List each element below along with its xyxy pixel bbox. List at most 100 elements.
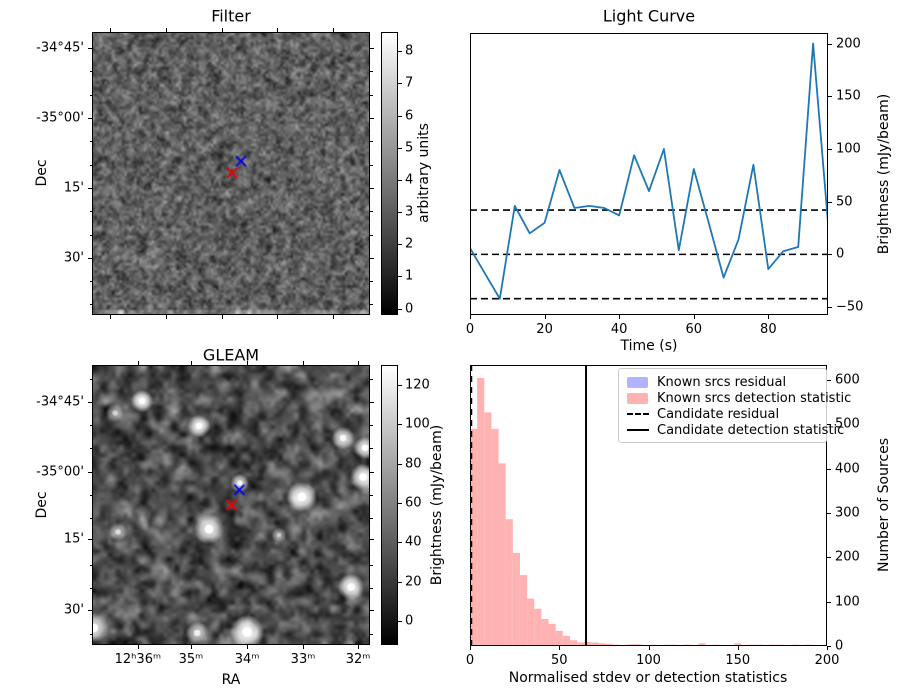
histogram-bar [548,623,556,646]
histogram-bar [470,428,478,646]
histogram-bar [712,644,720,646]
light-curve-ylabel: Brightness (mJy/beam) [876,93,892,255]
tick-mark [303,361,304,365]
tick-mark [370,518,373,520]
tick-mark [190,361,192,365]
histogram-bar [569,640,578,646]
legend-label: Candidate detection statistic [657,422,845,438]
tick-mark [370,281,373,283]
count-tick-label: 0 [835,638,844,654]
tick-mark [89,587,92,589]
ra-tick-label: 34ᵐ [234,652,260,667]
histogram-bar [619,645,628,646]
tick-mark [89,164,92,166]
tick-mark [358,361,360,365]
filter-colorbar-label: arbitrary units [416,123,432,223]
time-tick-label: 80 [760,322,777,337]
brightness-tick-label: 0 [836,246,845,262]
tick-mark [828,254,832,256]
tick-mark [370,494,373,496]
legend-label: Known srcs residual [657,374,787,390]
ra-tick-label: 35ᵐ [178,652,204,667]
histogram-bar [791,644,799,646]
tick-mark [398,83,402,85]
histogram-bar [648,644,656,646]
tick-mark [370,634,373,636]
histogram-bar [734,643,742,646]
time-tick-label: 60 [685,322,703,337]
histogram-bar [491,428,499,646]
tick-mark [370,304,373,306]
tick-mark [768,315,770,319]
count-tick-label: 600 [835,372,860,388]
histogram-bar [669,644,678,646]
histogram-bar [769,644,778,646]
histogram-bar [698,643,706,646]
colorbar-tick-label: 0 [405,613,414,629]
tick-mark [88,187,92,189]
histogram-bar [519,575,528,646]
tick-mark [827,557,831,559]
histogram-bar [662,644,670,646]
dec-tick-label: 15' [63,531,84,547]
tick-mark [398,147,402,149]
stat-tick-label: 150 [725,653,751,668]
histogram-bar [819,645,827,646]
colorbar-tick-label: 3 [405,204,414,220]
ra-tick-label: 32ᵐ [345,652,371,667]
tick-mark [370,401,374,403]
tick-mark [333,28,335,32]
tick-mark [398,115,402,117]
tick-mark [827,646,828,650]
tick-mark [828,96,832,98]
colorbar-tick-label: 80 [405,456,422,472]
dec-tick-label: 15' [63,180,84,196]
tick-mark [370,587,373,589]
tick-mark [693,315,695,319]
tick-mark [398,179,402,181]
stat-tick-label: 0 [465,653,475,668]
tick-mark [370,141,373,143]
dec-tick-label: -34°45' [36,40,84,56]
legend-entry: Candidate detection statistic [627,422,844,438]
tick-mark [247,645,249,649]
tick-mark [398,384,402,386]
tick-mark [398,212,402,214]
legend-entry: Candidate residual [627,406,818,422]
tick-mark [559,646,561,650]
tick-mark [827,468,831,470]
tick-mark [88,471,92,473]
histogram-bar [748,644,756,646]
tick-mark [89,425,92,427]
tick-mark [165,315,167,319]
tick-mark [222,28,224,32]
tick-mark [544,315,546,319]
tick-mark [190,645,192,649]
histogram-bar [555,630,563,646]
tick-mark [398,463,402,465]
tick-mark [370,609,374,611]
dec-tick-label: -34°45' [36,394,84,410]
tick-mark [370,234,373,236]
tick-mark [88,257,92,259]
histogram-bar [562,635,570,646]
histogram-bar [527,598,535,646]
legend-label: Known srcs detection statistic [657,390,852,406]
brightness-tick-label: 200 [836,36,861,52]
tick-mark [88,48,92,50]
filter-ylabel: Dec [34,159,50,187]
histogram-bar [627,644,635,646]
colorbar-tick-label: 60 [405,495,422,511]
tick-mark [827,601,831,603]
dec-tick-label: 30' [63,250,84,266]
tick-mark [276,28,278,32]
stat-tick-label: 50 [550,653,568,668]
tick-mark [398,244,402,246]
tick-mark [110,315,112,319]
tick-mark [828,43,832,45]
tick-mark [370,71,373,73]
tick-mark [370,94,373,96]
legend-patch-swatch [627,376,648,388]
filter-title: Filter [211,6,251,26]
